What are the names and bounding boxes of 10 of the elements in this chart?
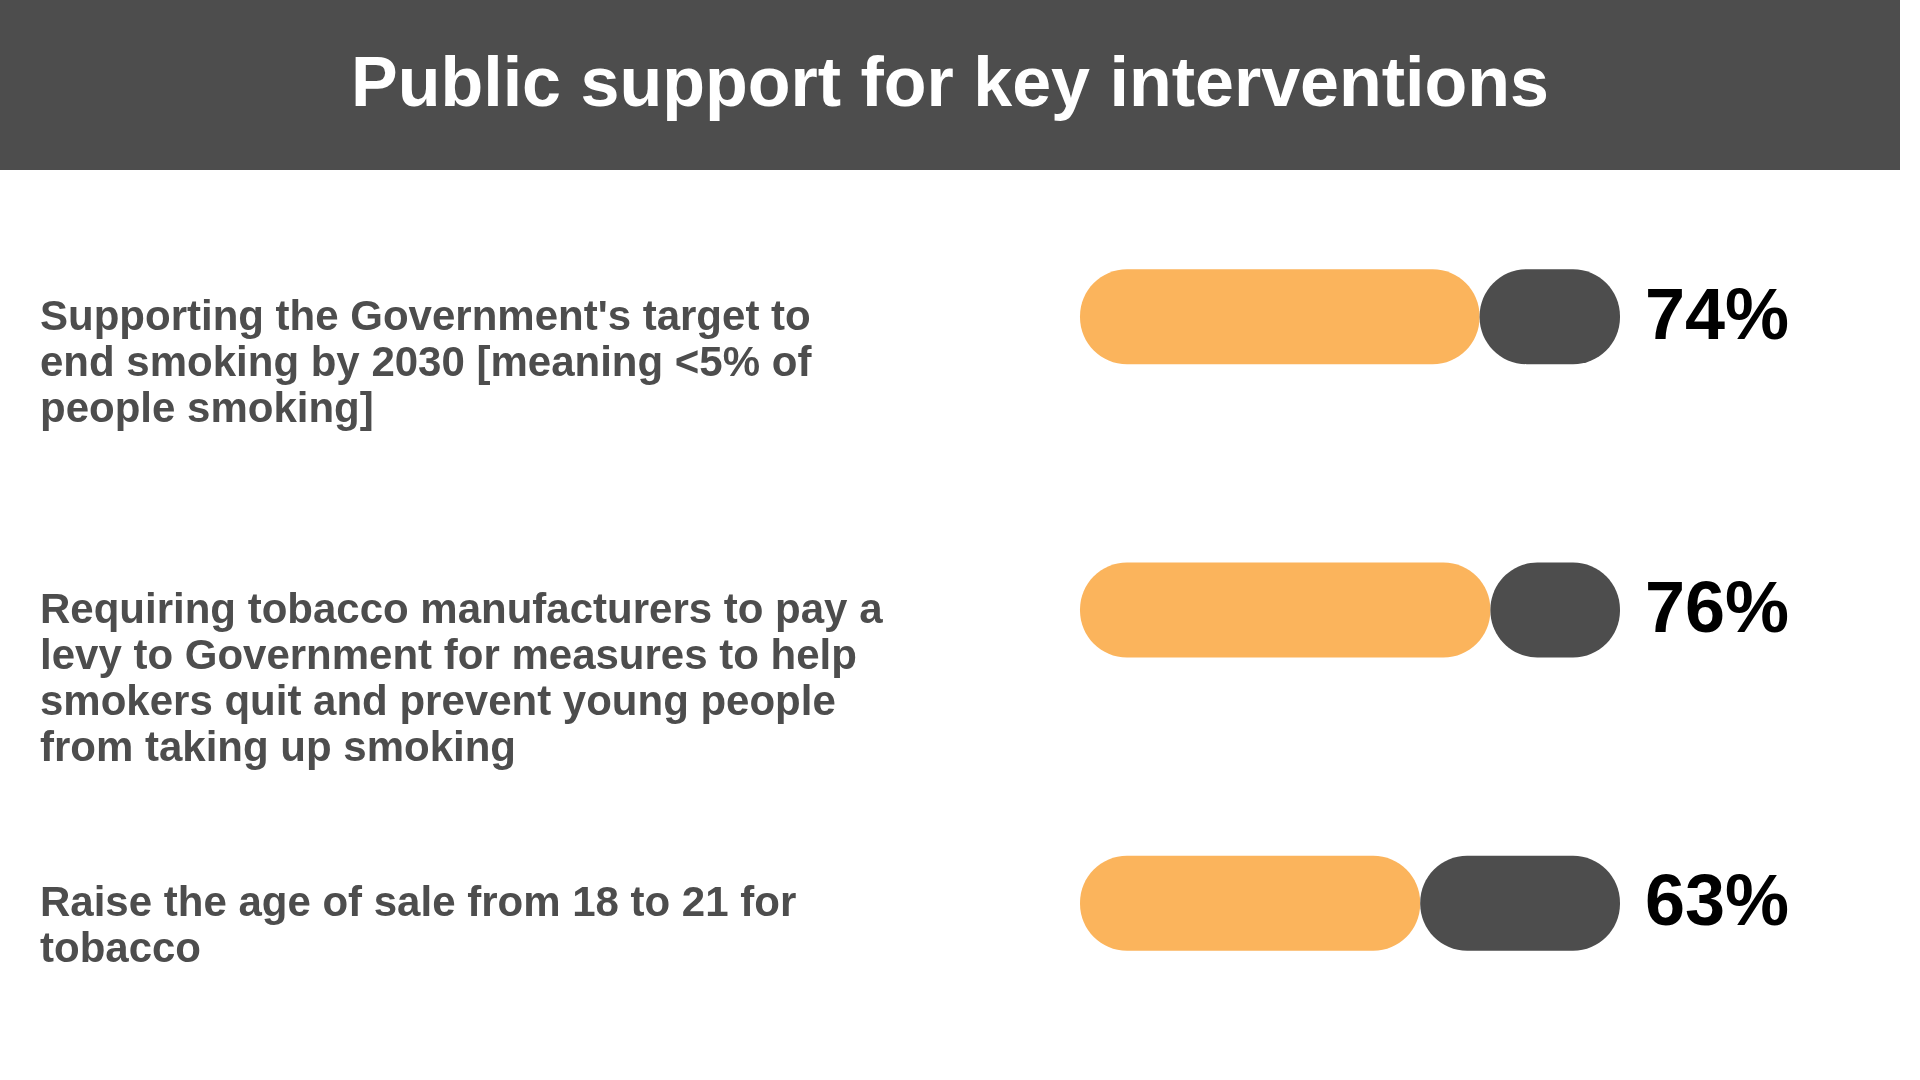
chart-title: Public support for key interventions bbox=[351, 43, 1549, 121]
data-label: 76% bbox=[1645, 567, 1790, 647]
y-tick-label: Requiring tobacco manufacturers to pay a levy to Government for measures to help smokers quit and prevent young people from taking up smoking bbox=[40, 585, 884, 770]
data-label: 63% bbox=[1645, 860, 1790, 941]
bar bbox=[1080, 855, 1421, 951]
y-tick-label: Raise the age of sale from 18 to 21 for tobacco bbox=[40, 878, 797, 972]
bar bbox=[1080, 269, 1480, 365]
data-label: 74% bbox=[1645, 273, 1790, 354]
y-tick-label: Supporting the Government's target to end smoking by 2030 [meaning <5% of people smoking] bbox=[40, 291, 813, 431]
bar bbox=[1080, 562, 1491, 658]
